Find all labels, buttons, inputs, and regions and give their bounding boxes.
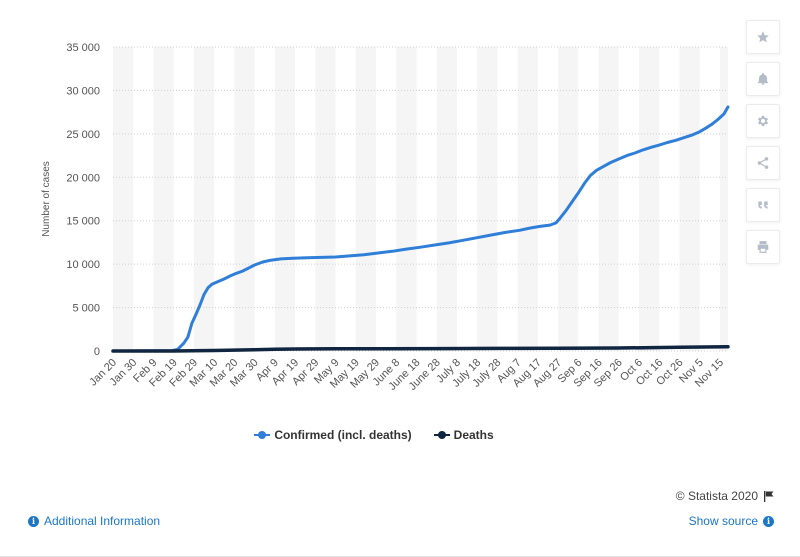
printer-icon: [757, 241, 769, 253]
y-axis-label: Number of cases: [41, 161, 52, 237]
legend-item-deaths[interactable]: Deaths: [433, 428, 494, 442]
bell-icon: [757, 72, 769, 85]
y-tick-label: 20 000: [66, 172, 100, 184]
x-band: [436, 47, 457, 351]
print-button[interactable]: [746, 230, 780, 264]
settings-button[interactable]: [746, 104, 780, 138]
x-band: [638, 47, 660, 351]
x-band: [234, 47, 255, 351]
y-tick-label: 25 000: [66, 129, 100, 141]
x-band: [193, 47, 215, 351]
star-icon: [757, 31, 769, 43]
x-band: [153, 47, 174, 351]
series-line-confirmed: [111, 105, 730, 353]
y-tick-label: 30 000: [66, 85, 100, 97]
share-icon: [757, 157, 769, 169]
show-source-label: Show source: [688, 514, 758, 528]
line-chart: 0 5 000 10 000 15 000 20 000 25 000 30 000 35 0…: [41, 42, 730, 393]
x-band: [315, 47, 336, 351]
x-band: [477, 47, 498, 351]
x-band: [679, 47, 700, 351]
cite-button[interactable]: [746, 188, 780, 222]
info-icon: i: [28, 515, 39, 527]
x-band: [113, 47, 134, 351]
quote-icon: [758, 201, 768, 209]
additional-information-label: Additional Information: [44, 514, 161, 528]
copyright-text: © Statista 2020: [675, 489, 758, 503]
bookmark-button[interactable]: [746, 20, 780, 54]
x-band: [274, 47, 296, 351]
notification-button[interactable]: [746, 62, 780, 96]
x-band: [598, 47, 619, 351]
series-line-deaths: [111, 344, 730, 353]
legend-label-confirmed: Confirmed (incl. deaths): [274, 428, 412, 442]
info-icon: i: [763, 515, 774, 527]
x-band: [355, 47, 376, 351]
legend-item-confirmed[interactable]: Confirmed (incl. deaths): [254, 428, 412, 442]
legend-label-deaths: Deaths: [453, 428, 494, 442]
y-tick-label: 15 000: [66, 216, 100, 228]
chart-toolbar: [746, 20, 780, 264]
y-tick-label: 0: [94, 346, 100, 358]
x-band: [517, 47, 538, 351]
x-band: [558, 47, 579, 351]
y-tick-label: 5 000: [72, 303, 100, 315]
copyright-notice: © Statista 2020: [676, 489, 774, 503]
additional-information-link[interactable]: i Additional Information: [28, 514, 160, 528]
x-band: [719, 47, 728, 351]
flag-icon[interactable]: [764, 490, 774, 502]
legend-swatch-deaths: [433, 431, 450, 439]
share-button[interactable]: [746, 146, 780, 180]
y-tick-label: 10 000: [66, 259, 100, 271]
legend-swatch-confirmed: [254, 431, 271, 439]
chart-legend: Confirmed (incl. deaths) Deaths: [0, 428, 748, 442]
x-band: [396, 47, 417, 351]
show-source-link[interactable]: Show source i: [689, 514, 774, 528]
gear-icon: [757, 115, 769, 127]
y-tick-label: 35 000: [66, 42, 100, 54]
